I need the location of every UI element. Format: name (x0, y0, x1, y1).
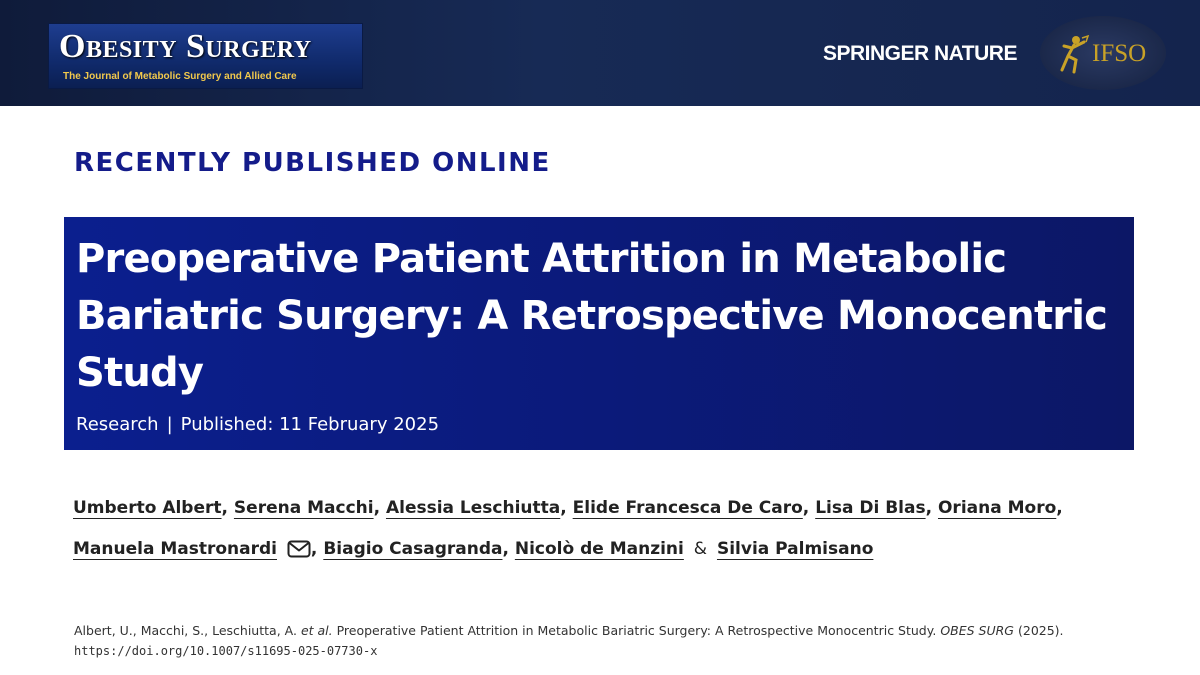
author-list: Umberto Albert, Serena Macchi, Alessia L… (73, 498, 1063, 559)
author-link[interactable]: Alessia Leschiutta (385, 498, 561, 518)
article-title[interactable]: Preoperative Patient Attrition in Metabo… (76, 236, 1108, 396)
author-link[interactable]: Silvia Palmisano (716, 539, 874, 559)
publisher-logo[interactable]: SPRINGER NATURE (823, 42, 1017, 65)
article-type: Research (76, 414, 159, 435)
author-link[interactable]: Biagio Casagranda (323, 539, 503, 559)
author-link-corresponding[interactable]: Manuela Mastronardi (73, 539, 277, 559)
citation-authors: Albert, U., Macchi, S., Leschiutta, A. (74, 623, 297, 638)
envelope-icon[interactable] (287, 540, 311, 558)
society-logo-text: IFSO (1092, 40, 1147, 67)
author-link[interactable]: Oriana Moro (937, 498, 1057, 518)
citation-et-al: et al. (300, 623, 333, 638)
citation: Albert, U., Macchi, S., Leschiutta, A. e… (74, 621, 1154, 661)
citation-journal: OBES SURG (940, 623, 1014, 638)
citation-title: Preoperative Patient Attrition in Metabo… (336, 623, 937, 638)
author-link[interactable]: Serena Macchi (233, 498, 374, 518)
section-label: RECENTLY PUBLISHED ONLINE (74, 148, 551, 178)
author-conjunction: & (693, 539, 708, 559)
meta-separator: | (166, 414, 173, 435)
ifso-figure-icon (1060, 34, 1090, 74)
society-logo[interactable]: IFSO (1040, 16, 1166, 90)
header-banner: Obesity Surgery The Journal of Metabolic… (0, 0, 1200, 106)
citation-doi-link[interactable]: https://doi.org/10.1007/s11695-025-07730… (74, 644, 378, 658)
author-link[interactable]: Elide Francesca De Caro (572, 498, 803, 518)
article-meta: Research | Published: 11 February 2025 (76, 414, 439, 435)
journal-logo-wordmark: Obesity Surgery (59, 28, 312, 65)
article-title-box: Preoperative Patient Attrition in Metabo… (64, 217, 1134, 450)
author-link[interactable]: Lisa Di Blas (815, 498, 926, 518)
author-link[interactable]: Umberto Albert (73, 498, 222, 518)
journal-logo-tagline: The Journal of Metabolic Surgery and All… (63, 71, 297, 82)
author-link[interactable]: Nicolò de Manzini (514, 539, 684, 559)
citation-year: (2025). (1017, 623, 1064, 638)
published-date: Published: 11 February 2025 (180, 414, 440, 435)
journal-logo[interactable]: Obesity Surgery The Journal of Metabolic… (48, 23, 363, 89)
